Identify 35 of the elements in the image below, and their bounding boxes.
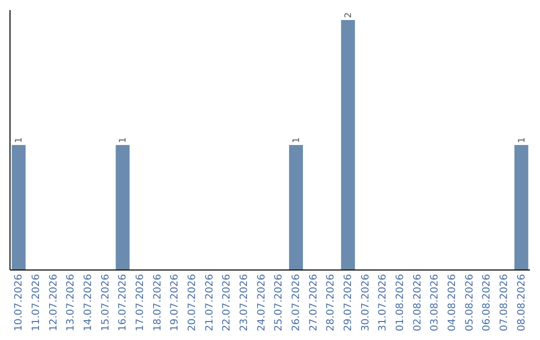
x-tick-label: 11.07.2026: [31, 274, 42, 332]
x-tick-label: 07.08.2026: [499, 274, 510, 332]
x-tick-label: 15.07.2026: [100, 274, 112, 332]
x-tick-label: 22.07.2026: [222, 274, 233, 332]
x-tick-label: 16.07.2026: [118, 274, 129, 332]
x-tick-label: 19.07.2026: [170, 274, 181, 332]
x-tick-label: 27.07.2026: [308, 274, 320, 332]
x-tick-label: 03.08.2026: [430, 274, 441, 332]
x-tick-label: 10.07.2026: [14, 274, 25, 332]
x-tick-label: 02.08.2026: [412, 274, 424, 332]
x-tick-label: 14.07.2026: [83, 274, 94, 332]
data-label: 1: [14, 137, 25, 143]
data-label: 2: [344, 12, 354, 18]
x-tick-label: 08.08.2026: [516, 274, 528, 332]
data-label: 1: [292, 137, 302, 143]
x-tick-label: 04.08.2026: [447, 274, 458, 332]
x-tick-label: 17.07.2026: [135, 274, 146, 332]
x-tick-label: 20.07.2026: [187, 274, 198, 332]
data-label: 1: [517, 137, 528, 143]
x-tick-label: 28.07.2026: [326, 274, 337, 332]
x-tick-label: 21.07.2026: [204, 274, 216, 332]
x-tick-label: 06.08.2026: [482, 274, 493, 332]
x-tick-label: 25.07.2026: [274, 274, 285, 332]
x-tick-label: 13.07.2026: [66, 274, 77, 332]
x-tick-label: 29.07.2026: [343, 274, 354, 332]
x-tick-label: 31.07.2026: [378, 274, 389, 332]
x-tick-label: 01.08.2026: [395, 274, 406, 332]
x-tick-label: 23.07.2026: [239, 274, 250, 332]
x-tick-label: 12.07.2026: [48, 274, 60, 332]
x-tick-label: 05.08.2026: [464, 274, 476, 332]
x-tick-label: 30.07.2026: [360, 274, 372, 332]
x-tick-label: 18.07.2026: [152, 274, 164, 332]
x-tick-label: 26.07.2026: [291, 274, 302, 332]
data-label: 1: [118, 137, 129, 143]
x-tick-label: 24.07.2026: [256, 274, 268, 332]
